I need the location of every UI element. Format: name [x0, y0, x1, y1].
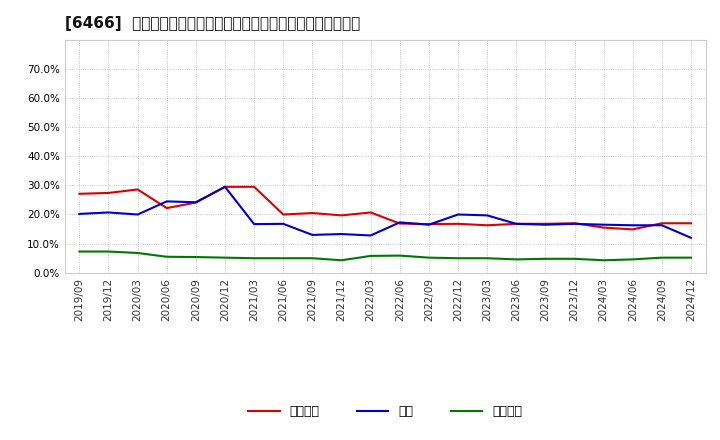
在庫 [337, 231, 346, 237]
Line: 在庫: 在庫 [79, 187, 691, 238]
買入債務 [337, 258, 346, 263]
売上債権 [104, 190, 113, 195]
売上債権 [220, 184, 229, 190]
買入債務 [192, 254, 200, 260]
売上債権 [163, 205, 171, 211]
在庫 [104, 210, 113, 215]
在庫 [629, 223, 637, 228]
買入債務 [395, 253, 404, 258]
在庫 [133, 212, 142, 217]
売上債権 [570, 220, 579, 226]
買入債務 [425, 255, 433, 260]
在庫 [163, 199, 171, 204]
売上債権 [454, 221, 462, 227]
在庫 [512, 221, 521, 227]
在庫 [599, 222, 608, 227]
売上債権 [599, 225, 608, 230]
在庫 [687, 235, 696, 240]
在庫 [395, 220, 404, 225]
売上債権 [657, 220, 666, 226]
売上債権 [512, 221, 521, 227]
売上債権 [541, 221, 550, 227]
買入債務 [366, 253, 375, 259]
売上債権 [133, 187, 142, 192]
Legend: 売上債権, 在庫, 買入債務: 売上債権, 在庫, 買入債務 [243, 400, 527, 423]
売上債権 [425, 221, 433, 227]
買入債務 [279, 256, 287, 261]
買入債務 [541, 256, 550, 261]
売上債権 [192, 200, 200, 205]
買入債務 [75, 249, 84, 254]
買入債務 [512, 257, 521, 262]
在庫 [75, 211, 84, 216]
買入債務 [250, 256, 258, 261]
売上債権 [629, 227, 637, 232]
在庫 [366, 233, 375, 238]
買入債務 [104, 249, 113, 254]
売上債権 [250, 184, 258, 190]
買入債務 [308, 256, 317, 261]
買入債務 [483, 256, 492, 261]
在庫 [483, 213, 492, 218]
在庫 [657, 223, 666, 228]
買入債務 [163, 254, 171, 260]
在庫 [279, 221, 287, 227]
在庫 [192, 200, 200, 205]
売上債権 [483, 223, 492, 228]
売上債権 [279, 212, 287, 217]
Line: 売上債権: 売上債権 [79, 187, 691, 229]
買入債務 [570, 256, 579, 261]
買入債務 [629, 257, 637, 262]
売上債権 [337, 213, 346, 218]
買入債務 [220, 255, 229, 260]
在庫 [570, 221, 579, 227]
Line: 買入債務: 買入債務 [79, 252, 691, 260]
在庫 [250, 221, 258, 227]
在庫 [308, 232, 317, 238]
買入債務 [133, 250, 142, 256]
買入債務 [657, 255, 666, 260]
Text: [6466]  売上債権、在庫、買入債務の総資産に対する比率の推移: [6466] 売上債権、在庫、買入債務の総資産に対する比率の推移 [65, 16, 360, 32]
買入債務 [599, 258, 608, 263]
在庫 [454, 212, 462, 217]
売上債権 [687, 220, 696, 226]
売上債権 [366, 210, 375, 215]
在庫 [220, 184, 229, 190]
買入債務 [454, 256, 462, 261]
在庫 [541, 222, 550, 227]
在庫 [425, 222, 433, 227]
買入債務 [687, 255, 696, 260]
売上債権 [75, 191, 84, 196]
売上債権 [308, 210, 317, 216]
売上債権 [395, 221, 404, 226]
